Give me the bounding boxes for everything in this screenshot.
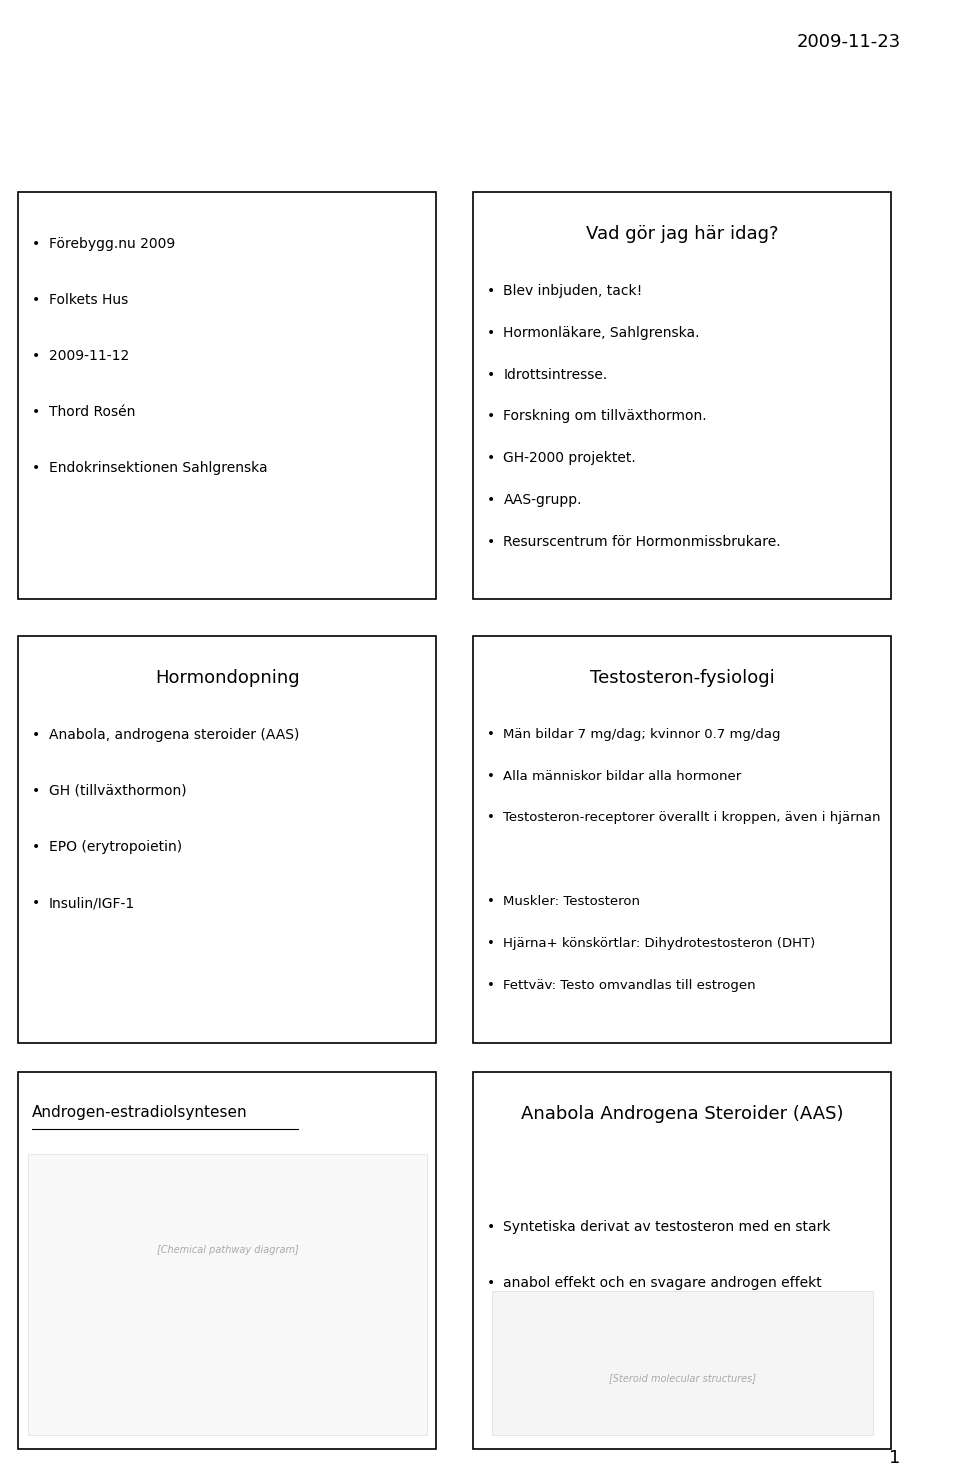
Text: Testosteron-fysiologi: Testosteron-fysiologi	[589, 669, 775, 686]
Text: •: •	[32, 237, 40, 250]
Text: Resurscentrum för Hormonmissbrukare.: Resurscentrum för Hormonmissbrukare.	[503, 535, 781, 549]
Text: •: •	[487, 1220, 495, 1233]
Text: •: •	[487, 936, 494, 950]
Text: •: •	[487, 979, 494, 992]
Text: •: •	[487, 284, 495, 297]
FancyBboxPatch shape	[18, 636, 437, 1043]
Text: Forskning om tillväxthormon.: Forskning om tillväxthormon.	[503, 410, 708, 423]
Text: •: •	[487, 895, 494, 908]
Text: Anabola, androgena steroider (AAS): Anabola, androgena steroider (AAS)	[49, 728, 300, 741]
Text: Muskler: Testosteron: Muskler: Testosteron	[503, 895, 640, 908]
Text: •: •	[487, 769, 494, 782]
Text: AAS-grupp.: AAS-grupp.	[503, 493, 582, 507]
Text: Endokrinsektionen Sahlgrenska: Endokrinsektionen Sahlgrenska	[49, 461, 267, 475]
Text: Hormonläkare, Sahlgrenska.: Hormonläkare, Sahlgrenska.	[503, 325, 700, 340]
Text: Testosteron-receptorer överallt i kroppen, även i hjärnan: Testosteron-receptorer överallt i kroppe…	[503, 812, 881, 824]
Text: •: •	[487, 1276, 495, 1290]
Text: •: •	[487, 493, 495, 507]
FancyBboxPatch shape	[492, 1291, 873, 1435]
Text: Hormondopning: Hormondopning	[156, 669, 300, 686]
FancyBboxPatch shape	[28, 1154, 427, 1435]
Text: •: •	[32, 293, 40, 306]
Text: EPO (erytropoietin): EPO (erytropoietin)	[49, 840, 181, 853]
Text: •: •	[32, 896, 40, 910]
Text: •: •	[32, 840, 40, 853]
Text: •: •	[487, 451, 495, 466]
Text: [Steroid molecular structures]: [Steroid molecular structures]	[609, 1373, 756, 1383]
FancyBboxPatch shape	[18, 192, 437, 599]
Text: Thord Rosén: Thord Rosén	[49, 405, 135, 419]
FancyBboxPatch shape	[473, 636, 891, 1043]
Text: •: •	[32, 349, 40, 362]
Text: Hjärna+ könskörtlar: Dihydrotestosteron (DHT): Hjärna+ könskörtlar: Dihydrotestosteron …	[503, 936, 816, 950]
FancyBboxPatch shape	[18, 1072, 437, 1449]
Text: GH (tillväxthormon): GH (tillväxthormon)	[49, 784, 186, 797]
Text: Idrottsintresse.: Idrottsintresse.	[503, 368, 608, 382]
Text: •: •	[487, 410, 495, 423]
Text: •: •	[32, 461, 40, 475]
Text: Blev inbjuden, tack!: Blev inbjuden, tack!	[503, 284, 643, 297]
Text: Syntetiska derivat av testosteron med en stark: Syntetiska derivat av testosteron med en…	[503, 1220, 831, 1233]
Text: Fettväv: Testo omvandlas till estrogen: Fettväv: Testo omvandlas till estrogen	[503, 979, 756, 992]
Text: •: •	[487, 812, 494, 824]
Text: Androgen-estradiolsyntesen: Androgen-estradiolsyntesen	[32, 1105, 248, 1120]
Text: •: •	[487, 535, 495, 549]
Text: •: •	[32, 728, 40, 741]
Text: •: •	[32, 784, 40, 797]
Text: Män bildar 7 mg/dag; kvinnor 0.7 mg/dag: Män bildar 7 mg/dag; kvinnor 0.7 mg/dag	[503, 728, 781, 741]
Text: 2009-11-23: 2009-11-23	[796, 33, 900, 50]
Text: 2009-11-12: 2009-11-12	[49, 349, 129, 362]
Text: Anabola Androgena Steroider (AAS): Anabola Androgena Steroider (AAS)	[521, 1105, 844, 1123]
Text: Folkets Hus: Folkets Hus	[49, 293, 128, 306]
Text: Alla människor bildar alla hormoner: Alla människor bildar alla hormoner	[503, 769, 742, 782]
FancyBboxPatch shape	[473, 1072, 891, 1449]
Text: Insulin/IGF-1: Insulin/IGF-1	[49, 896, 135, 910]
Text: •: •	[487, 325, 495, 340]
Text: •: •	[487, 728, 494, 741]
FancyBboxPatch shape	[473, 192, 891, 599]
Text: •: •	[487, 368, 495, 382]
Text: Vad gör jag här idag?: Vad gör jag här idag?	[586, 225, 779, 243]
Text: [Chemical pathway diagram]: [Chemical pathway diagram]	[156, 1245, 299, 1254]
Text: 1: 1	[889, 1449, 900, 1467]
Text: anabol effekt och en svagare androgen effekt: anabol effekt och en svagare androgen ef…	[503, 1276, 823, 1290]
Text: Förebygg.nu 2009: Förebygg.nu 2009	[49, 237, 175, 250]
Text: GH-2000 projektet.: GH-2000 projektet.	[503, 451, 636, 466]
Text: •: •	[32, 405, 40, 419]
